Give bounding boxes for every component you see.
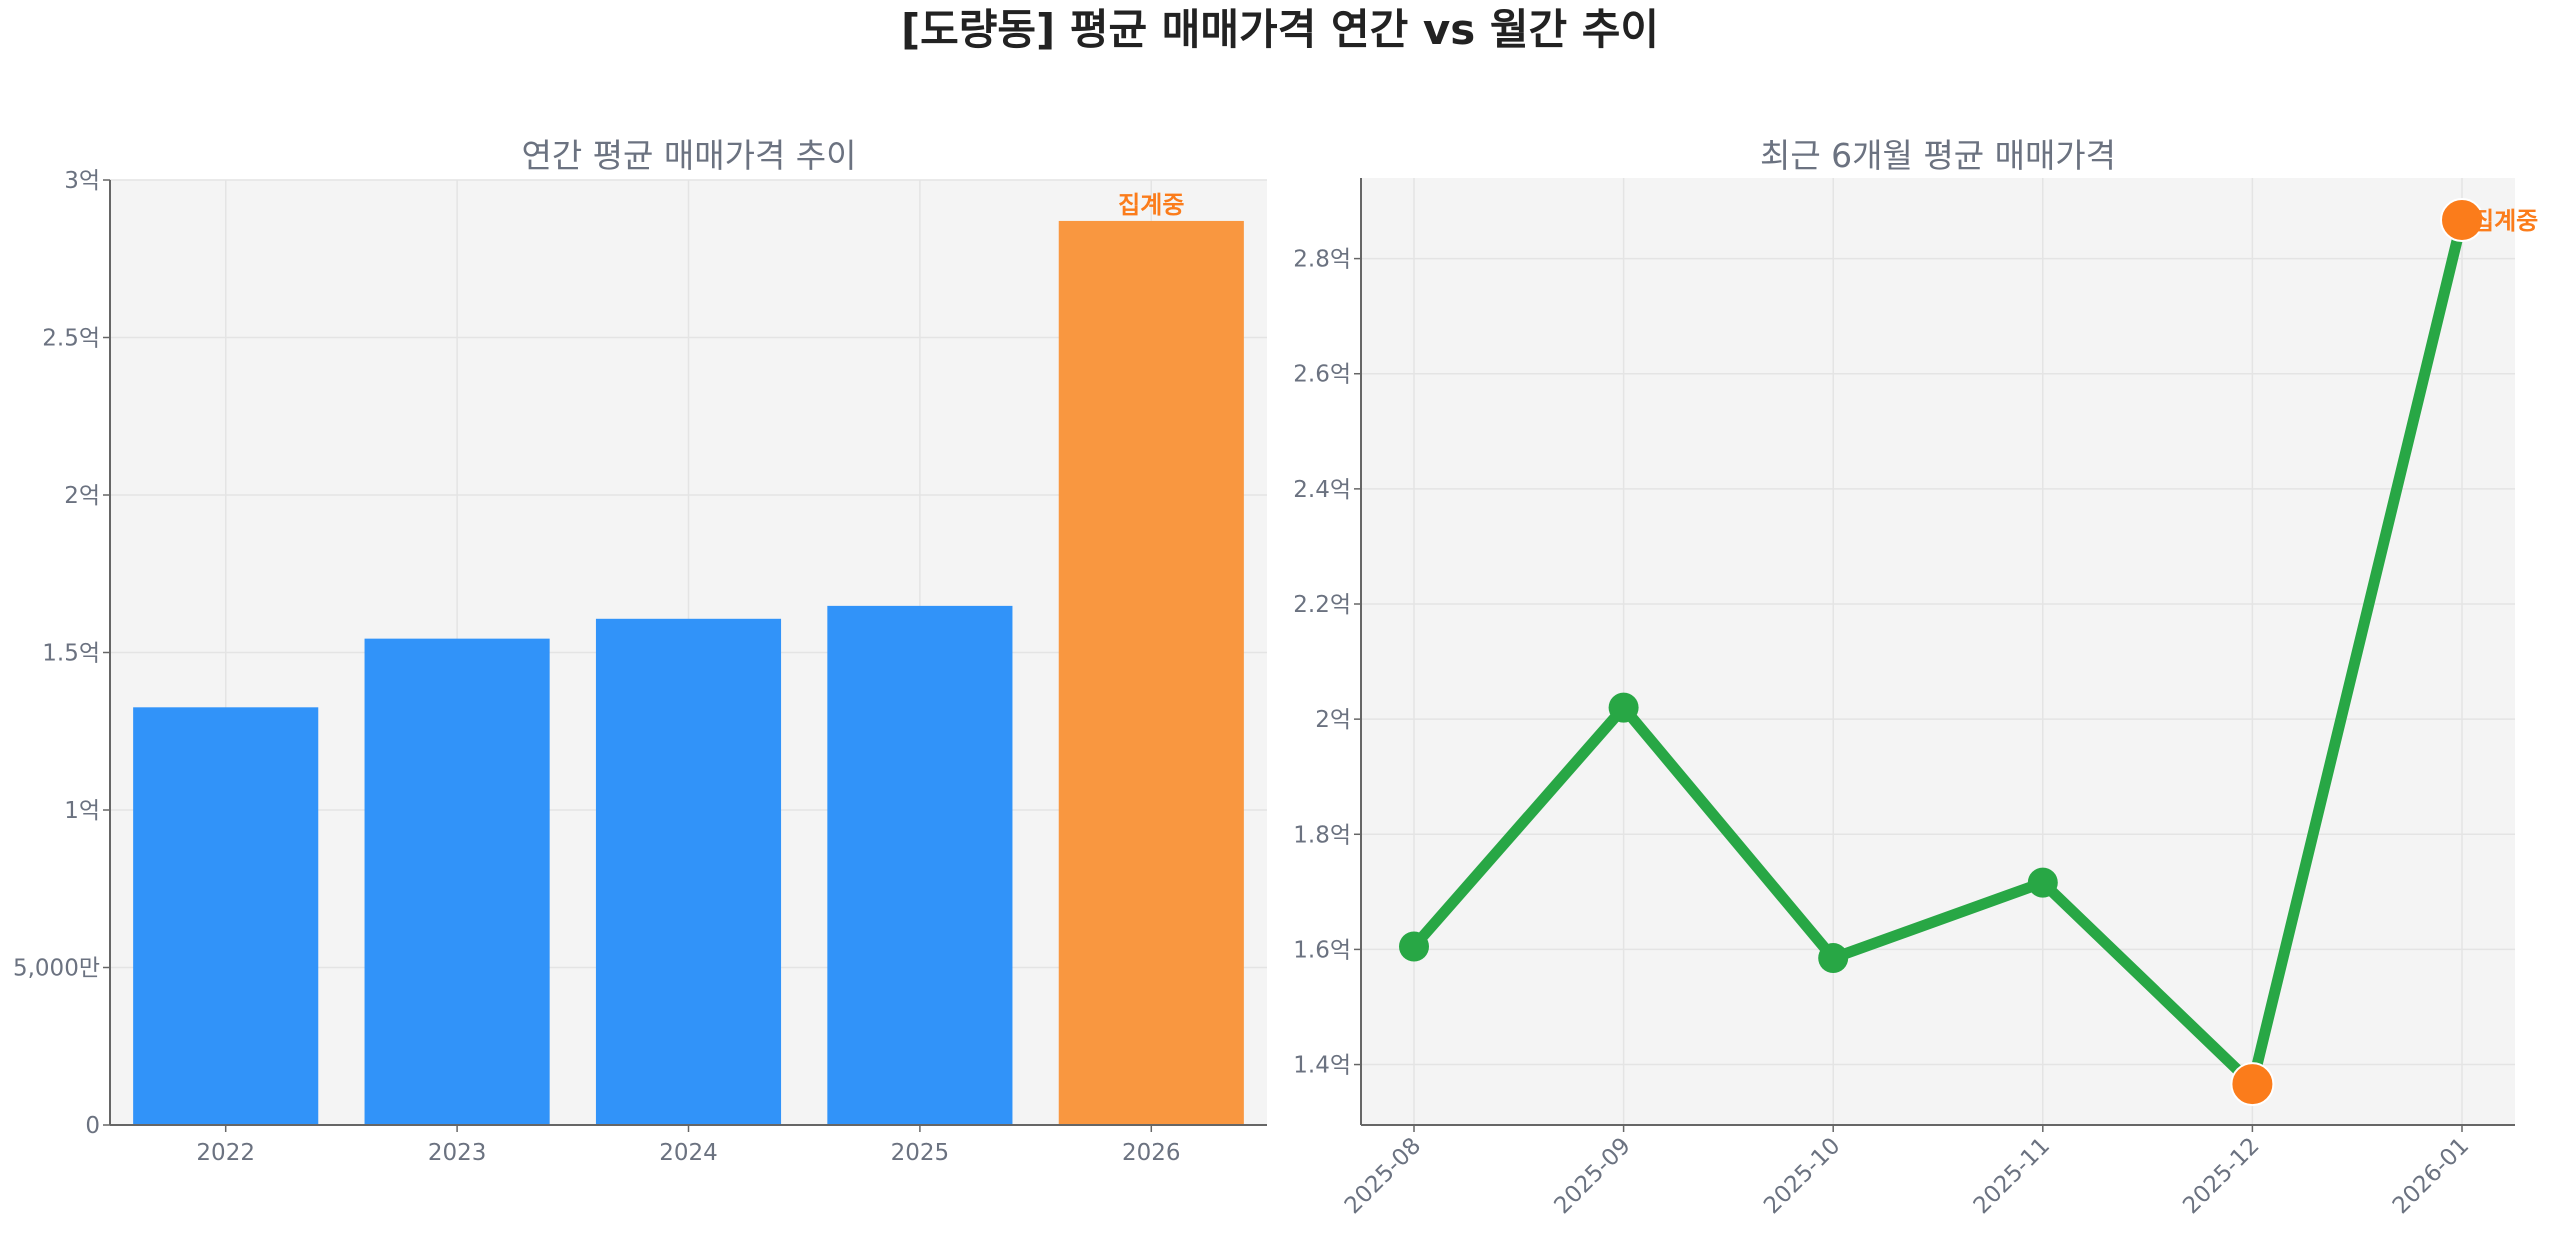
y-tick-label: 2.6억	[1293, 362, 1351, 388]
y-tick-label: 2억	[64, 483, 100, 509]
data-point-2025-11	[2027, 867, 2058, 898]
data-point-2025-08	[1399, 931, 1429, 962]
monthly-line-chart: 최근 6개월 평균 매매가격 1.4억 1.6억 1.8억 2억 2.2억 2.4억 2.6…	[1293, 136, 2538, 1219]
x-tick-label: 2024	[659, 1140, 718, 1166]
y-tick-label: 2억	[1315, 707, 1351, 733]
y-tick-label: 1.6억	[1293, 937, 1351, 963]
annual-bar-chart: 연간 평균 매매가격 추이 0 5,000만 1억 1.5억 2억 2.5억 3억 2022 2…	[13, 136, 1267, 1166]
x-tick-label: 2025-09	[1549, 1133, 1635, 1219]
x-tick-label: 2025-12	[2178, 1133, 2264, 1219]
x-tick-label: 2025-08	[1340, 1133, 1426, 1219]
y-tick-label: 0	[85, 1113, 100, 1139]
x-tick-label: 2026-01	[2388, 1133, 2474, 1219]
y-tick-label: 1.5억	[42, 641, 100, 667]
data-point-2026-01	[2440, 198, 2484, 243]
y-tick-label: 1억	[64, 798, 100, 824]
x-tick-label: 2023	[428, 1140, 487, 1166]
x-tick-label: 2026	[1122, 1140, 1181, 1166]
y-tick-label: 3억	[64, 168, 100, 194]
data-point-2025-10	[1818, 943, 1849, 974]
point-annotation: 집계중	[2472, 207, 2538, 235]
y-tick-label: 2.8억	[1293, 247, 1351, 273]
x-tick-label: 2025-10	[1759, 1133, 1845, 1219]
y-tick-label: 5,000만	[13, 956, 100, 982]
bar-annotation: 집계중	[1118, 191, 1184, 219]
x-tick-label: 2025-11	[1969, 1133, 2055, 1219]
x-tick-label: 2025	[891, 1140, 950, 1166]
monthly-chart-title: 최근 6개월 평균 매매가격	[1760, 136, 2116, 175]
y-tick-label: 2.2억	[1293, 592, 1351, 618]
y-tick-label: 1.4억	[1293, 1053, 1351, 1079]
data-point-2025-12	[2230, 1062, 2275, 1107]
x-tick-label: 2022	[196, 1140, 255, 1166]
bar-2022	[133, 707, 319, 1125]
y-tick-label: 1.8억	[1293, 822, 1351, 848]
annual-chart-title: 연간 평균 매매가격 추이	[521, 136, 856, 175]
bar-2025	[827, 605, 1013, 1125]
bar-2023	[364, 638, 550, 1125]
figure-title: [도량동] 평균 매매가격 연간 vs 월간 추이	[901, 5, 1659, 54]
bar-2024	[595, 618, 782, 1125]
data-point-2025-09	[1608, 692, 1639, 723]
series-line	[1409, 218, 2468, 1090]
y-tick-label: 2.5억	[42, 326, 100, 352]
plot-area	[1361, 178, 2515, 1125]
y-tick-label: 2.4억	[1293, 477, 1351, 503]
bar-2026	[1058, 220, 1244, 1125]
